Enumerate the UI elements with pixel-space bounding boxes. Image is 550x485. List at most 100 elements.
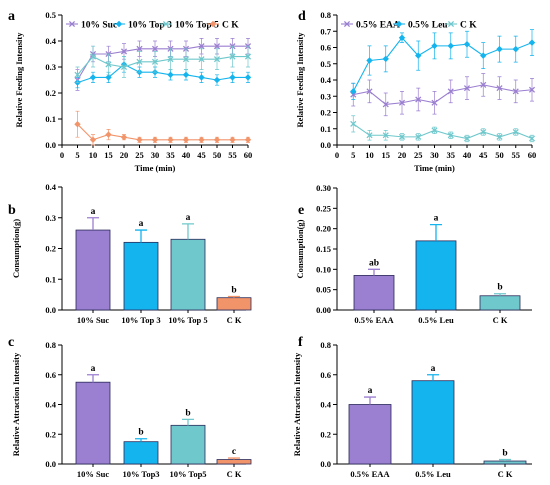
data-point xyxy=(244,74,252,81)
data-point xyxy=(167,56,174,63)
data-point xyxy=(398,133,406,140)
data-point xyxy=(366,57,373,64)
legend-label: 10% Top 3 xyxy=(128,20,172,30)
data-point xyxy=(182,71,190,78)
data-point xyxy=(382,101,389,108)
significance-label: b xyxy=(497,283,502,293)
data-point xyxy=(89,53,97,60)
error-bar xyxy=(427,374,439,381)
panel-c: c 0.0 0.2 0.4 0.6 0.8 Relative Attraction Inte… xyxy=(8,335,252,479)
series-10-suc xyxy=(74,38,252,91)
data-point xyxy=(167,71,174,78)
x-tick-label: 5 xyxy=(351,150,355,160)
data-point xyxy=(213,56,221,63)
x-tick-label: 35 xyxy=(166,150,175,160)
bar xyxy=(75,229,111,311)
error-bar xyxy=(135,438,147,442)
data-point xyxy=(229,136,236,143)
data-point xyxy=(463,135,471,142)
y-tick-label: 0.1 xyxy=(320,124,331,134)
x-tick-label: 60 xyxy=(244,150,253,160)
bar-c-k: b C K xyxy=(216,285,252,325)
y-tick-label: 0.0 xyxy=(45,305,56,315)
significance-label: a xyxy=(139,219,144,229)
x-tick-label: C K xyxy=(227,315,242,325)
x-tick-label: 20 xyxy=(398,150,407,160)
y-tick-label: 0.10 xyxy=(316,264,331,274)
data-point xyxy=(415,96,422,103)
data-point xyxy=(182,136,190,143)
data-point xyxy=(105,74,112,81)
bar-c-k: b C K xyxy=(479,283,521,325)
y-tick-label: 0.8 xyxy=(320,10,331,20)
data-point xyxy=(151,45,159,52)
data-point xyxy=(198,56,205,63)
data-point xyxy=(447,42,454,50)
bar xyxy=(170,424,206,465)
data-point xyxy=(496,45,503,53)
y-tick-label: 0.2 xyxy=(45,244,56,254)
series-10-top-3 xyxy=(74,56,252,89)
x-tick-label: C K xyxy=(227,469,242,479)
series-line xyxy=(353,84,533,105)
significance-label: a xyxy=(368,386,373,396)
x-tick-label: 10 xyxy=(89,150,98,160)
y-axis-label: Consumption(g) xyxy=(11,219,21,278)
data-point xyxy=(366,88,373,95)
data-point xyxy=(151,136,159,143)
y-tick-label: 0.6 xyxy=(320,43,331,53)
series-line xyxy=(77,55,248,76)
y-tick-label: 0.2 xyxy=(320,108,331,118)
data-point xyxy=(136,136,143,143)
y-axis-label: Relative Attraction Intensity xyxy=(11,352,21,456)
data-point xyxy=(136,45,143,52)
legend-label: 10% Top 5 xyxy=(175,20,219,30)
significance-label: c xyxy=(232,447,236,457)
data-point xyxy=(151,58,159,65)
x-tick-label: 0.5% Leu xyxy=(418,315,454,325)
data-point xyxy=(398,99,406,106)
data-point xyxy=(480,128,487,136)
data-point xyxy=(198,136,205,143)
bar-c-k: c C K xyxy=(216,447,252,479)
data-point xyxy=(120,63,128,71)
x-tick-label: 0.5% EAA xyxy=(350,469,390,479)
legend-label: C K xyxy=(222,20,239,30)
y-tick-label: 0.5 xyxy=(45,10,56,20)
panel-letter: a xyxy=(8,9,15,24)
panel-f: f 0.0 0.2 0.4 0.6 0.8 Relative Attraction Inte… xyxy=(292,335,532,479)
panel-letter: c xyxy=(8,335,14,350)
x-tick-label: 0 xyxy=(335,150,339,160)
x-tick-label: 10% Suc xyxy=(77,469,110,479)
series-line xyxy=(77,123,248,141)
bar xyxy=(479,295,521,311)
panel-letter: d xyxy=(298,9,306,24)
bar-0-5-leu: a 0.5% Leu xyxy=(415,214,457,325)
x-tick-label: 50 xyxy=(495,150,504,160)
series-line xyxy=(352,36,533,92)
data-point xyxy=(415,133,422,140)
x-axis-label: Time (min) xyxy=(135,163,176,173)
data-point xyxy=(480,52,487,59)
y-tick-label: 0.3 xyxy=(45,62,56,72)
bar xyxy=(348,404,392,465)
data-point xyxy=(395,20,403,28)
data-point xyxy=(68,20,76,28)
bar-10-top3: b 10% Top3 xyxy=(122,428,159,479)
legend-item-c-k: C K xyxy=(207,20,239,30)
y-tick-label: 0.00 xyxy=(316,305,331,315)
x-tick-label: 5 xyxy=(75,150,79,160)
y-tick-label: 0.1 xyxy=(45,274,56,284)
x-tick-label: 10% Top 5 xyxy=(168,315,207,325)
data-point xyxy=(198,74,205,81)
y-tick-label: 0.2 xyxy=(45,429,56,439)
significance-label: a xyxy=(186,213,191,223)
data-point xyxy=(512,88,519,95)
bar-0-5-eaa: a 0.5% EAA xyxy=(348,386,392,479)
series-line xyxy=(77,63,248,84)
legend: 0.5% EAA 0.5% Leu C K xyxy=(341,20,477,30)
data-point xyxy=(343,20,351,28)
bar xyxy=(216,459,252,465)
y-tick-label: 0.0 xyxy=(45,140,56,150)
